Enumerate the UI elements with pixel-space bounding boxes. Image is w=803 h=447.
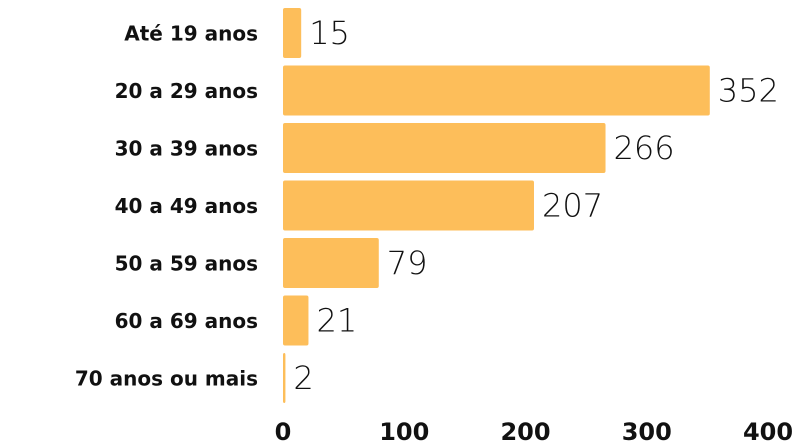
- value-label: 2: [293, 359, 313, 397]
- bar: [283, 8, 302, 58]
- y-tick-label: 60 a 69 anos: [115, 309, 258, 333]
- bar: [283, 353, 286, 403]
- value-label: 352: [718, 72, 779, 110]
- value-label: 21: [316, 302, 357, 340]
- x-tick-label: 400: [743, 418, 793, 446]
- x-tick-label: 300: [622, 418, 672, 446]
- x-tick-label: 0: [275, 418, 292, 446]
- y-tick-label: 30 a 39 anos: [115, 137, 258, 161]
- x-tick-label: 200: [500, 418, 550, 446]
- bar: [283, 295, 309, 346]
- bar: [283, 123, 606, 173]
- value-label: 266: [614, 129, 675, 167]
- value-label: 79: [387, 244, 428, 282]
- y-tick-label: 70 anos ou mais: [75, 367, 258, 391]
- y-tick-label: 50 a 59 anos: [115, 252, 258, 276]
- bar: [283, 180, 534, 231]
- y-tick-label: 40 a 49 anos: [115, 194, 258, 218]
- bar: [283, 238, 379, 288]
- y-tick-label: 20 a 29 anos: [115, 79, 258, 103]
- bar: [283, 65, 710, 116]
- x-tick-label: 100: [379, 418, 429, 446]
- value-label: 207: [542, 187, 603, 225]
- value-label: 15: [309, 14, 350, 52]
- y-tick-label: Até 19 anos: [124, 22, 258, 46]
